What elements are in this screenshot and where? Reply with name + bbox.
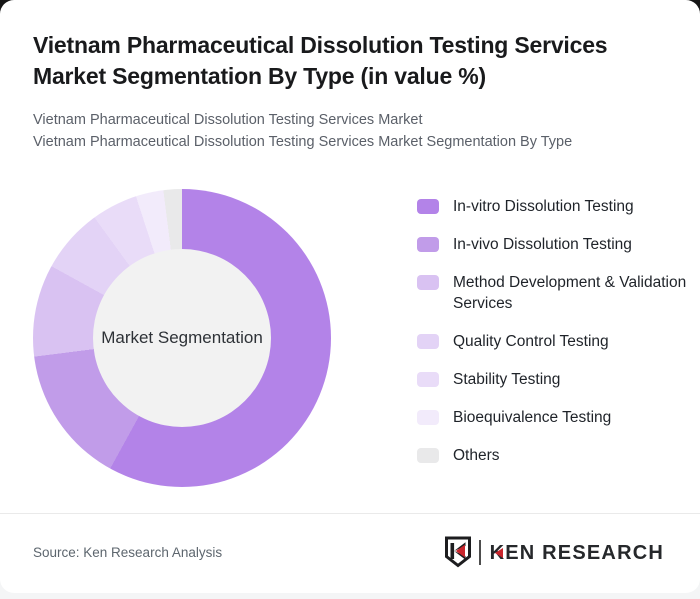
donut-center-label: Market Segmentation <box>101 328 263 347</box>
logo-separator <box>478 539 481 565</box>
subtitle-line-2: Vietnam Pharmaceutical Dissolution Testi… <box>33 134 573 150</box>
ken-research-logo: KEN RESEARCH <box>444 536 664 568</box>
legend-item: In-vitro Dissolution Testing <box>417 196 691 217</box>
legend-item: In-vivo Dissolution Testing <box>417 234 691 255</box>
chart-subtitles: Vietnam Pharmaceutical Dissolution Testi… <box>33 109 572 153</box>
chart-legend: In-vitro Dissolution Testing In-vivo Dis… <box>417 196 691 483</box>
ken-research-shield-icon <box>444 536 471 568</box>
legend-swatch <box>417 448 439 463</box>
legend-label: In-vivo Dissolution Testing <box>453 236 632 253</box>
legend-label: Others <box>453 447 500 464</box>
legend-item: Stability Testing <box>417 369 691 390</box>
legend-swatch <box>417 237 439 252</box>
legend-swatch <box>417 275 439 290</box>
subtitle-line-1: Vietnam Pharmaceutical Dissolution Testi… <box>33 112 423 128</box>
legend-label: Method Development & Validation Services <box>453 274 687 312</box>
legend-item: Others <box>417 445 691 466</box>
legend-label: In-vitro Dissolution Testing <box>453 198 634 215</box>
legend-item: Method Development & Validation Services <box>417 272 691 314</box>
legend-swatch <box>417 372 439 387</box>
legend-item: Bioequivalence Testing <box>417 407 691 428</box>
legend-label: Stability Testing <box>453 371 561 388</box>
legend-swatch <box>417 199 439 214</box>
page-title: Vietnam Pharmaceutical Dissolution Testi… <box>33 32 608 89</box>
legend-swatch <box>417 334 439 349</box>
donut-chart: Market Segmentation <box>33 189 331 487</box>
footer-divider <box>0 513 700 514</box>
source-note: Source: Ken Research Analysis <box>33 545 223 560</box>
logo-k-red-accent-icon <box>494 548 503 558</box>
legend-label: Quality Control Testing <box>453 333 609 350</box>
donut-center: Market Segmentation <box>93 249 271 427</box>
legend-swatch <box>417 410 439 425</box>
logo-wordmark: KEN RESEARCH <box>489 542 664 564</box>
legend-label: Bioequivalence Testing <box>453 409 612 426</box>
legend-item: Quality Control Testing <box>417 331 691 352</box>
